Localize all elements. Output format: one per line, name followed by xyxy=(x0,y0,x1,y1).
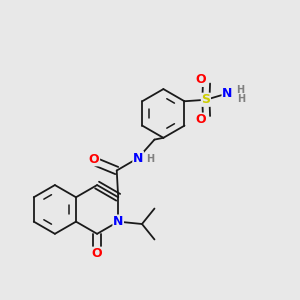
Text: H: H xyxy=(237,94,245,104)
Text: O: O xyxy=(92,247,102,260)
Text: O: O xyxy=(196,74,206,86)
Text: H: H xyxy=(236,85,244,95)
Text: N: N xyxy=(222,87,232,100)
Text: O: O xyxy=(196,113,206,126)
Text: N: N xyxy=(113,215,123,228)
Text: H: H xyxy=(146,154,155,164)
Text: S: S xyxy=(201,93,210,106)
Text: N: N xyxy=(133,152,143,164)
Text: O: O xyxy=(89,153,99,166)
